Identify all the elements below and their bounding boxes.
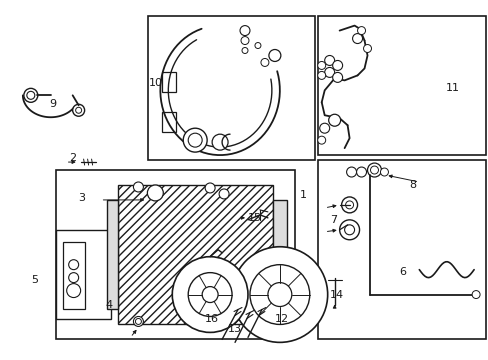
Text: 2: 2 [68, 153, 76, 163]
Circle shape [317, 62, 325, 69]
Circle shape [68, 260, 79, 270]
Circle shape [471, 291, 479, 298]
Circle shape [363, 45, 371, 53]
Circle shape [188, 133, 202, 147]
Circle shape [356, 167, 366, 177]
Bar [317, 160, 485, 339]
Circle shape [172, 257, 247, 332]
Bar [317, 15, 485, 155]
Circle shape [135, 319, 141, 324]
Circle shape [147, 185, 163, 201]
Circle shape [241, 37, 248, 45]
Circle shape [367, 163, 381, 177]
Circle shape [341, 197, 357, 213]
Circle shape [267, 283, 291, 306]
Circle shape [76, 107, 81, 113]
Text: 6: 6 [399, 267, 406, 276]
Text: 11: 11 [446, 84, 459, 93]
Text: 9: 9 [49, 99, 56, 109]
Circle shape [202, 287, 218, 302]
Bar [118, 185, 272, 324]
Bar [56, 170, 294, 339]
Circle shape [339, 220, 359, 240]
Circle shape [324, 55, 334, 66]
Circle shape [324, 67, 334, 77]
Circle shape [133, 316, 143, 327]
Text: 14: 14 [329, 289, 343, 300]
Bar [162, 72, 176, 92]
Circle shape [205, 183, 215, 193]
Bar [162, 112, 176, 132]
Circle shape [317, 71, 325, 80]
Circle shape [66, 284, 81, 298]
Bar [148, 15, 314, 160]
Text: 8: 8 [408, 180, 416, 190]
Circle shape [380, 168, 387, 176]
Circle shape [332, 72, 342, 82]
Circle shape [188, 273, 232, 316]
Bar [272, 200, 286, 310]
Circle shape [24, 88, 38, 102]
Text: 12: 12 [274, 314, 288, 324]
Circle shape [346, 167, 356, 177]
Circle shape [232, 247, 327, 342]
Bar [106, 200, 118, 310]
Circle shape [261, 58, 268, 67]
Circle shape [242, 48, 247, 54]
Circle shape [268, 50, 280, 62]
Text: 7: 7 [329, 215, 336, 225]
Text: 4: 4 [105, 300, 112, 310]
Circle shape [370, 166, 378, 174]
Circle shape [183, 128, 207, 152]
Circle shape [240, 26, 249, 36]
Text: 5: 5 [31, 275, 38, 285]
Circle shape [352, 33, 362, 44]
Circle shape [317, 136, 325, 144]
Circle shape [344, 225, 354, 235]
Text: 1: 1 [299, 190, 306, 200]
Circle shape [249, 265, 309, 324]
Circle shape [357, 27, 365, 35]
Text: 16: 16 [205, 314, 219, 324]
Text: 3: 3 [79, 193, 85, 203]
Circle shape [219, 189, 228, 199]
Text: 13: 13 [227, 324, 242, 334]
Circle shape [212, 134, 227, 150]
Circle shape [345, 201, 353, 209]
Circle shape [319, 123, 329, 133]
Text: 10: 10 [148, 78, 162, 88]
Bar [62, 242, 84, 310]
Circle shape [73, 104, 84, 116]
Circle shape [133, 182, 143, 192]
Text: 15: 15 [247, 213, 262, 223]
Circle shape [254, 42, 261, 49]
Circle shape [328, 114, 340, 126]
Circle shape [68, 273, 79, 283]
Circle shape [27, 91, 35, 99]
Bar [56, 230, 110, 319]
Circle shape [332, 60, 342, 71]
